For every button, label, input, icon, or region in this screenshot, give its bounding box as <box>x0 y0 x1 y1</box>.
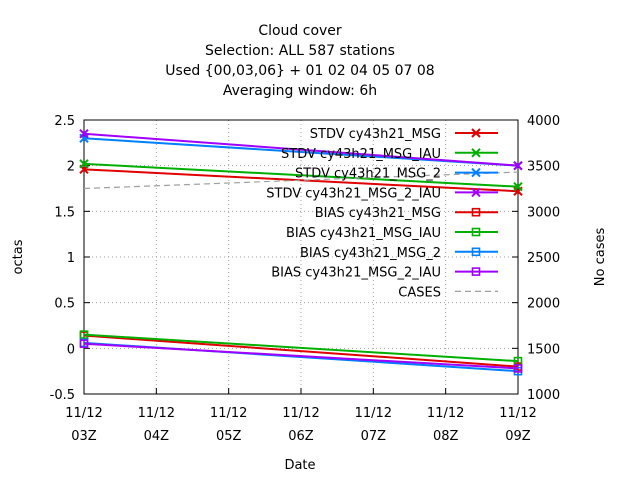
legend-marker <box>471 128 481 138</box>
legend-marker <box>471 227 481 237</box>
y-tick-label: 0.5 <box>54 297 75 312</box>
legend-marker <box>471 267 481 276</box>
x-tick-date: 11/12 <box>427 406 464 421</box>
y2-tick-label: 2500 <box>527 251 560 266</box>
y2-axis-ticks: 1000 1500 2000 2500 3000 3500 4000 <box>512 114 560 403</box>
y2-tick-label: 3000 <box>527 205 560 220</box>
series-layer <box>79 128 523 376</box>
y-tick-label: -0.5 <box>50 388 75 403</box>
y-axis-ticks: -0.5 0 0.5 1 1.5 2 2.5 <box>50 114 90 403</box>
x-tick-date: 11/12 <box>138 406 175 421</box>
legend-marker <box>471 187 481 198</box>
legend-label: BIAS cy43h21_MSG <box>315 206 441 221</box>
y2-tick-label: 1000 <box>527 388 560 403</box>
series-line <box>83 342 519 370</box>
legend-marker <box>471 207 481 217</box>
y2-tick-label: 1500 <box>527 342 560 357</box>
series-line <box>83 333 519 363</box>
x-tick-hour: 06Z <box>288 429 314 444</box>
chart-subtitle-selection: Selection: ALL 587 stations <box>205 43 395 59</box>
series-line <box>83 162 519 188</box>
data-point <box>513 181 523 192</box>
chart-subtitle-averaging: Averaging window: 6h <box>223 83 377 99</box>
legend: STDV cy43h21_MSG STDV cy43h21_MSG_IAU STDV… <box>266 127 498 300</box>
y-tick-label: 0 <box>67 342 75 357</box>
x-tick-date: 11/12 <box>65 406 102 421</box>
y-tick-label: 2 <box>67 160 75 175</box>
y-tick-label: 2.5 <box>54 114 75 129</box>
x-axis-ticks: 11/12 03Z 11/12 04Z 11/12 05Z 11/12 06Z 11/12 07Z… <box>65 388 537 444</box>
legend-label: STDV cy43h21_MSG <box>310 127 441 142</box>
series-line <box>83 132 519 167</box>
legend-label: STDV cy43h21_MSG_2_IAU <box>266 186 441 201</box>
x-tick-date: 11/12 <box>282 406 319 421</box>
y2-tick-label: 2000 <box>527 297 560 312</box>
data-point <box>79 339 89 349</box>
data-point <box>513 160 523 171</box>
chart-subtitle-used: Used {00,03,06} + 01 02 04 05 07 08 <box>165 63 434 79</box>
x-tick-hour: 05Z <box>216 429 242 444</box>
legend-marker <box>471 247 481 257</box>
legend-label: STDV cy43h21_MSG_2 <box>295 167 441 182</box>
data-point <box>79 128 89 139</box>
data-point <box>79 330 89 339</box>
x-tick-hour: 09Z <box>505 429 531 444</box>
legend-label: BIAS cy43h21_MSG_IAU <box>286 226 441 241</box>
x-tick-date: 11/12 <box>355 406 392 421</box>
legend-label: STDV cy43h21_MSG_IAU <box>281 147 441 162</box>
y-tick-label: 1.5 <box>54 205 75 220</box>
series-line <box>83 168 519 193</box>
series-line <box>83 334 519 368</box>
legend-label: CASES <box>398 285 441 300</box>
x-tick-date: 11/12 <box>210 406 247 421</box>
y-axis-label: octas <box>11 239 26 274</box>
data-point <box>513 364 523 373</box>
x-tick-hour: 03Z <box>71 429 97 444</box>
x-tick-date: 11/12 <box>499 406 536 421</box>
series-line <box>83 171 519 190</box>
x-tick-hour: 07Z <box>361 429 387 444</box>
x-tick-hour: 04Z <box>144 429 170 444</box>
y2-tick-label: 4000 <box>527 114 560 129</box>
legend-marker <box>471 167 481 178</box>
chart-title-block: Cloud cover Selection: ALL 587 stations … <box>165 23 434 99</box>
x-tick-hour: 08Z <box>433 429 459 444</box>
y-tick-label: 1 <box>67 251 75 266</box>
legend-marker <box>471 148 481 158</box>
x-axis-label: Date <box>284 458 315 473</box>
y2-tick-label: 3500 <box>527 160 560 175</box>
chart-title: Cloud cover <box>258 23 342 39</box>
y2-axis-label: No cases <box>593 228 608 287</box>
legend-label: BIAS cy43h21_MSG_2 <box>300 246 441 261</box>
data-point <box>79 159 89 169</box>
legend-label: BIAS cy43h21_MSG_2_IAU <box>271 266 441 281</box>
